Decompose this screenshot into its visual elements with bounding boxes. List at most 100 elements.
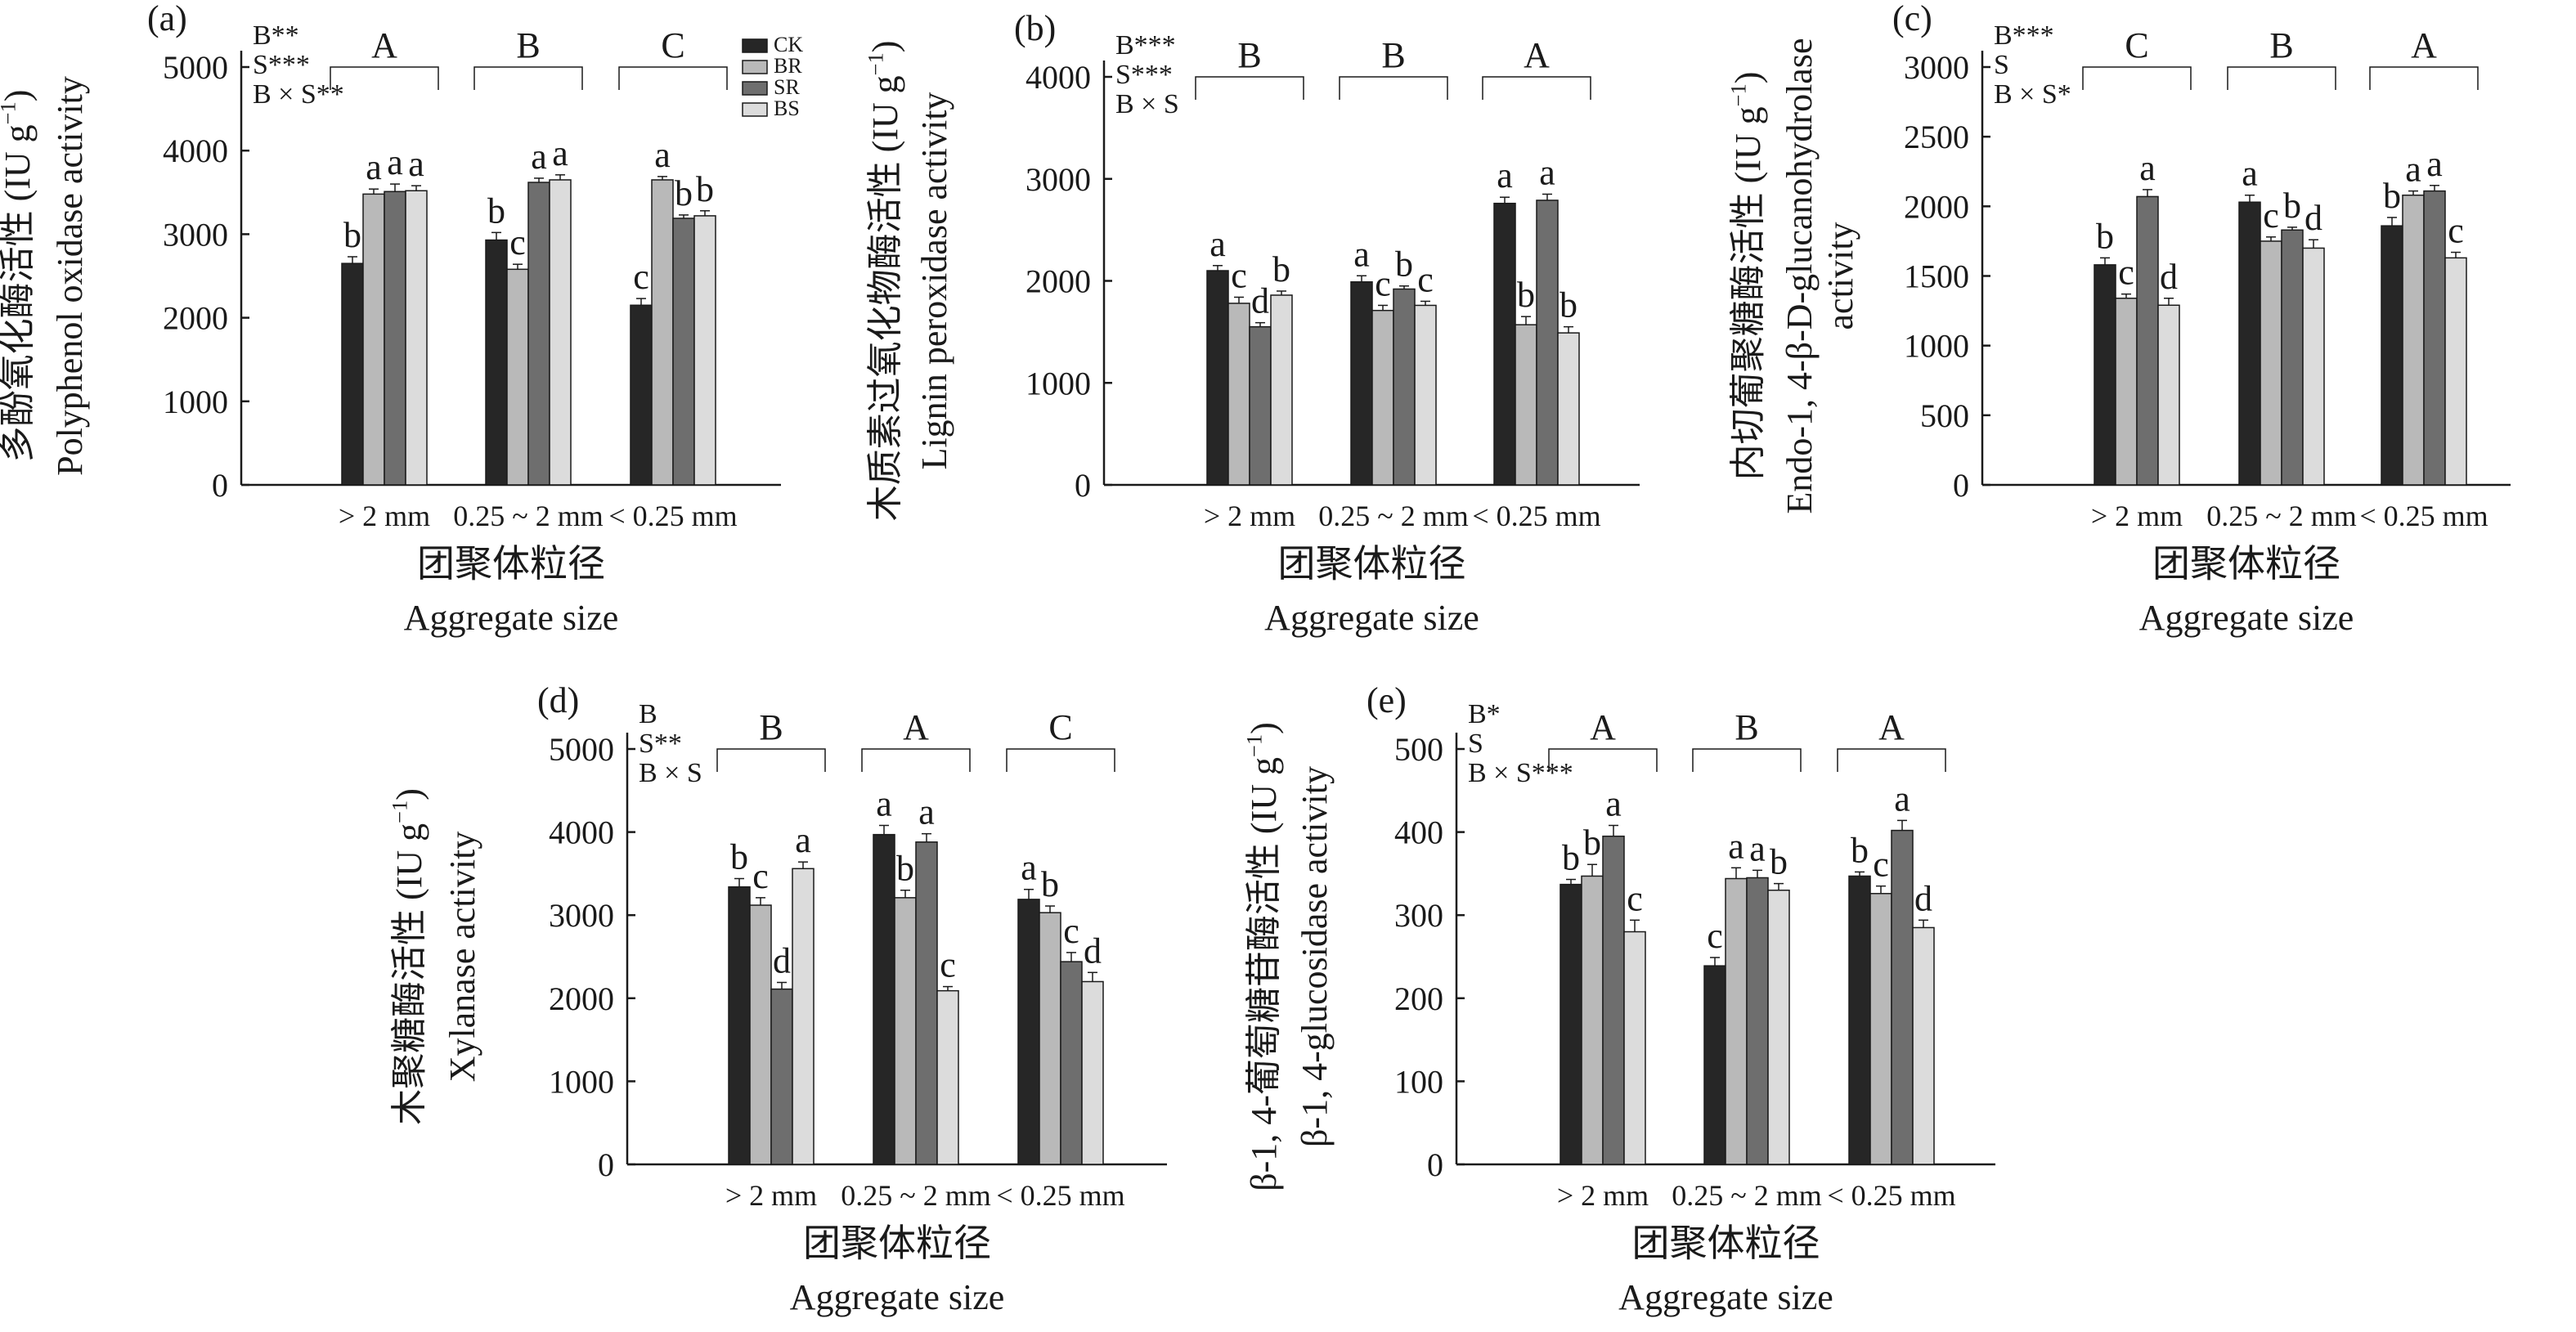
y-tick-label: 100: [1394, 1063, 1443, 1100]
group-letter: B: [2269, 25, 2293, 65]
bar-BR: [2260, 240, 2282, 486]
x-category-label: < 0.25 mm: [1827, 1179, 1955, 1212]
group-letter: B: [1237, 35, 1261, 75]
y-axis-title-en: β-1, 4-glucosidase activity: [1295, 766, 1335, 1147]
significance-letter: b: [1517, 275, 1535, 315]
x-axis-title-cn: 团聚体粒径: [2152, 543, 2340, 585]
significance-letter: b: [2283, 186, 2301, 226]
bar-SR: [672, 218, 695, 486]
significance-letter: a: [408, 144, 424, 184]
y-tick-label: 3000: [549, 897, 614, 934]
x-axis-title-en: Aggregate size: [790, 1277, 1005, 1317]
x-category-label: < 0.25 mm: [608, 500, 737, 532]
bar-SR: [384, 191, 406, 486]
legend-swatch-CK: [742, 38, 768, 53]
bar-BS: [1623, 931, 1646, 1165]
y-tick-label: 500: [1394, 731, 1443, 768]
y-tick-label: 2000: [549, 980, 614, 1017]
y-axis-title-cn: β-1, 4-葡萄糖苷酶活性 (IU g−1): [1241, 722, 1284, 1191]
bar-CK: [485, 239, 508, 486]
y-tick-label: 0: [1953, 467, 1969, 504]
bar-CK: [2238, 201, 2261, 486]
bar-SR: [2423, 190, 2446, 486]
bar-BS: [1081, 980, 1104, 1165]
group-letter: B: [516, 25, 540, 65]
group-letter: B: [759, 707, 783, 747]
bar-BS: [549, 179, 572, 486]
panel-label: (a): [147, 0, 187, 38]
x-category-label: 0.25 ~ 2 mm: [1672, 1179, 1821, 1212]
significance-letter: a: [1539, 152, 1555, 192]
group-letter: A: [371, 25, 397, 65]
y-tick-label: 4000: [1025, 59, 1091, 96]
panel-label: (e): [1367, 680, 1407, 720]
significance-letter: b: [1560, 285, 1577, 325]
group-bracket: [1482, 76, 1591, 100]
significance-letter: c: [1375, 263, 1391, 303]
significance-letter: b: [896, 849, 914, 889]
legend-swatch-SR: [742, 81, 768, 96]
legend-label: BR: [774, 54, 802, 78]
significance-letter: b: [1272, 249, 1290, 289]
group-bracket: [473, 66, 583, 90]
significance-letter: b: [2096, 216, 2114, 256]
bar-BS: [936, 989, 959, 1165]
group-letter: A: [1524, 35, 1550, 75]
significance-letter: a: [1749, 828, 1766, 868]
bar-BR: [1227, 303, 1250, 486]
bar-BR: [1869, 893, 1892, 1165]
group-letter: A: [1590, 707, 1616, 747]
significance-letter: c: [1707, 916, 1723, 956]
bar-BS: [1557, 332, 1580, 486]
y-tick-label: 3000: [1025, 161, 1091, 198]
significance-letter: a: [918, 792, 935, 832]
bar-SR: [2281, 229, 2304, 486]
group-letter: C: [661, 25, 684, 65]
significance-letter: b: [1562, 838, 1580, 878]
y-tick-label: 2000: [1904, 188, 1969, 225]
y-axis-title-en: Endo-1, 4-β-D-glucanohydrolaseactivity: [1779, 38, 1860, 514]
stats-annotation: S**: [639, 729, 682, 759]
significance-letter: c: [1063, 911, 1079, 951]
x-axis-title-en: Aggregate size: [2139, 598, 2354, 638]
bar-SR: [527, 182, 550, 486]
stats-annotation: B: [639, 699, 657, 729]
significance-letter: a: [366, 147, 382, 187]
bar-BR: [2115, 298, 2138, 486]
x-category-label: > 2 mm: [2091, 500, 2183, 532]
x-category-label: 0.25 ~ 2 mm: [1318, 500, 1468, 532]
bar-BR: [1515, 324, 1537, 486]
y-tick-label: 1000: [549, 1063, 614, 1100]
bar-CK: [1703, 965, 1726, 1165]
y-tick-label: 0: [1427, 1146, 1443, 1183]
significance-letter: b: [2383, 176, 2401, 216]
group-letter: B: [1381, 35, 1405, 75]
significance-letter: a: [876, 783, 892, 823]
y-tick-label: 4000: [549, 814, 614, 851]
significance-letter: b: [1851, 830, 1869, 870]
bar-SR: [1891, 829, 1914, 1165]
group-bracket: [2227, 66, 2336, 90]
y-tick-label: 3000: [1904, 49, 1969, 86]
group-letter: A: [2411, 25, 2437, 65]
significance-letter: a: [1021, 848, 1037, 888]
group-letter: A: [903, 707, 929, 747]
stats-annotation: B × S: [639, 758, 702, 788]
significance-letter: c: [1627, 878, 1643, 918]
stats-annotation: S: [1994, 50, 2009, 80]
legend-label: SR: [774, 75, 800, 99]
x-axis-title-en: Aggregate size: [1264, 598, 1479, 638]
x-axis-title-en: Aggregate size: [1618, 1277, 1833, 1317]
bar-BS: [792, 868, 815, 1165]
stats-annotation: B × S*: [1994, 79, 2071, 110]
bar-SR: [1746, 877, 1769, 1165]
x-category-label: > 2 mm: [725, 1179, 817, 1212]
y-tick-label: 1000: [1904, 328, 1969, 365]
significance-letter: c: [2448, 211, 2464, 251]
bar-SR: [1393, 288, 1416, 486]
stats-annotation: B***: [1994, 20, 2054, 51]
